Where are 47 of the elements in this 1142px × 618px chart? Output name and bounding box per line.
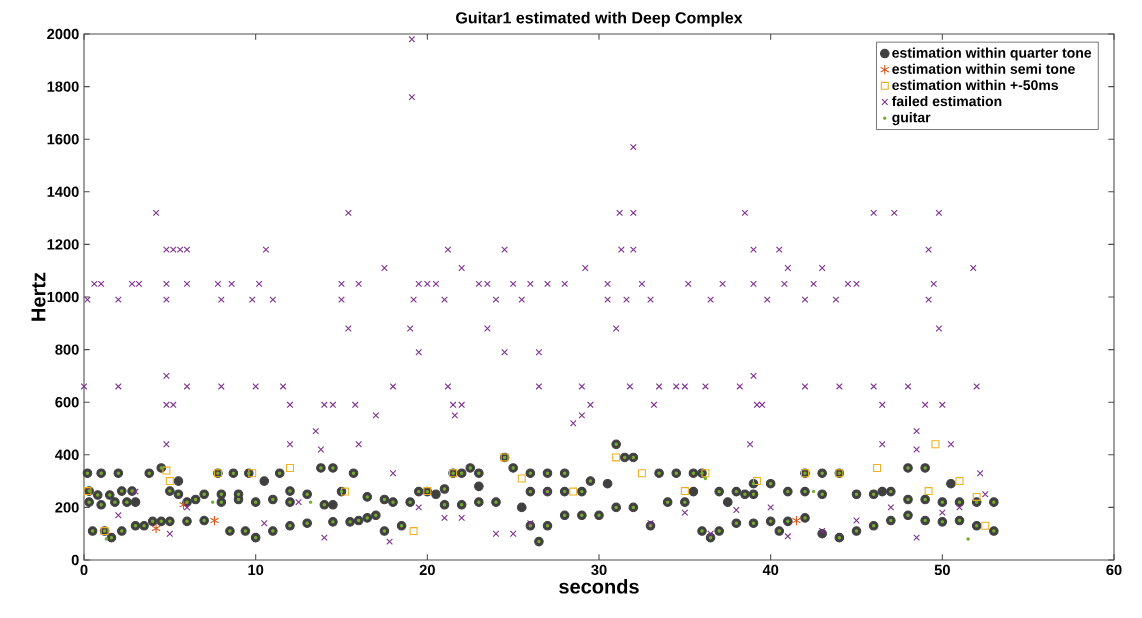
y-tick-label: 1200 [47,239,79,250]
point [955,477,964,486]
y-tick-label: 200 [55,502,79,513]
legend-label: estimation within +-50ms [892,79,1059,91]
y-axis-title: Hertz [31,272,46,321]
point [165,477,174,486]
x-tick-label: 50 [934,564,950,576]
point [680,487,689,496]
point [701,469,710,478]
y-tick-label: 400 [55,449,79,460]
y-tick-label: 1800 [47,81,79,92]
point [248,469,257,478]
legend-label: guitar [892,112,931,126]
point [791,515,801,526]
point [209,515,220,526]
point [340,487,349,496]
x-tick-label: 40 [762,564,779,576]
legend-label: estimation within semi tone [892,63,1075,74]
point [178,499,189,510]
y-tick-label: 1600 [47,134,79,145]
point [924,487,933,496]
point [286,463,295,472]
point [151,523,161,534]
y-tick-label: 800 [55,344,79,355]
x-tick-label: 30 [591,564,607,576]
y-tick-label: 0 [71,554,79,566]
point [637,469,646,478]
x-axis-title: seconds [559,578,639,594]
point [612,453,621,462]
point [873,463,882,472]
point [981,521,990,530]
point [931,440,940,449]
point [517,474,526,483]
y-tick-label: 1000 [47,291,79,303]
point [409,527,418,536]
legend-label: failed estimation [891,95,1002,107]
x-tick-label: 10 [248,564,264,576]
y-tick-label: 600 [55,397,79,408]
point [752,477,761,486]
x-tick-label: 20 [419,564,435,576]
y-tick-label: 1400 [47,186,79,197]
x-tick-label: 60 [1106,564,1122,576]
y-tick-label: 2000 [47,28,79,40]
x-tick-label: 0 [80,564,88,576]
chart-title: Guitar1 estimated with Deep Complex [456,11,743,27]
point [569,487,578,496]
legend-label: estimation within quarter tone [892,47,1092,61]
